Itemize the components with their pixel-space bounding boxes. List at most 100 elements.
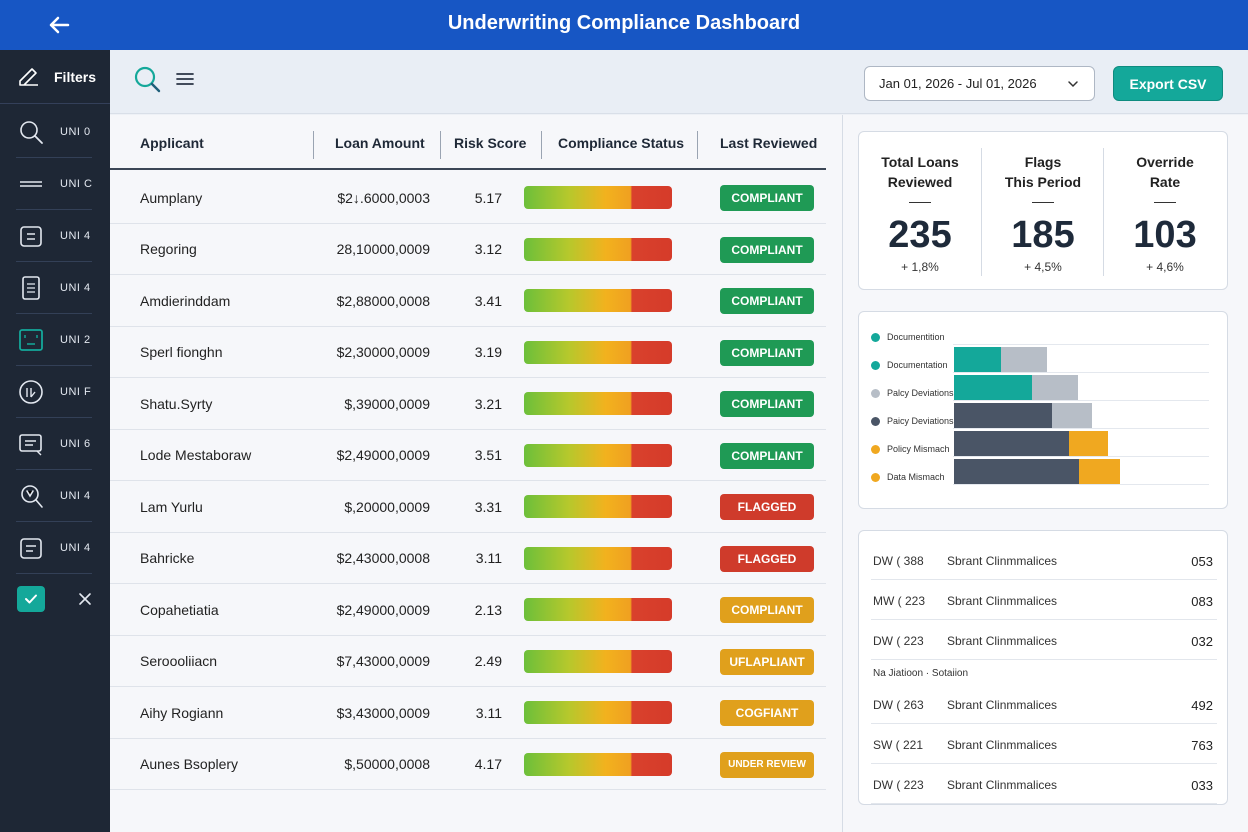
- legend-item: Documentition: [871, 330, 945, 344]
- list-value: 032: [1191, 634, 1213, 649]
- table-row[interactable]: Lam Yurlu $,20000,0009 3.31 FLAGGED: [110, 481, 826, 533]
- sidebar-item[interactable]: UNI 4: [0, 210, 110, 262]
- applicant-cell: Shatu.Syrty: [140, 395, 213, 412]
- sidebar-item[interactable]: UNI 4: [0, 522, 110, 574]
- status-badge: COMPLIANT: [720, 597, 814, 623]
- sidebar-item[interactable]: UNI F: [0, 366, 110, 418]
- status-badge: FLAGGED: [720, 545, 814, 572]
- sidebar-item[interactable]: UNI 0: [0, 106, 110, 158]
- list-value: 033: [1191, 778, 1213, 793]
- search-document-icon: [17, 482, 45, 510]
- table-row[interactable]: Aunes Bsoplery $,50000,0008 4.17 UNDER REVI…: [110, 739, 826, 790]
- list-description: Sbrant Clinmmalices: [947, 554, 1058, 568]
- column-compliance-status[interactable]: Compliance Status: [558, 134, 685, 151]
- bar-segment: [1069, 431, 1108, 456]
- table-row[interactable]: Seroooliiacn $7,43000,0009 2.49 UFLAPLIANT: [110, 636, 826, 687]
- document-icon: [17, 222, 45, 250]
- sidebar-item[interactable]: UNI C: [0, 158, 110, 210]
- table-header: Applicant Loan Amount Risk Score Complia…: [110, 115, 826, 170]
- list-item[interactable]: DW ( 388 Sbrant Clinmmalices 053: [859, 540, 1229, 580]
- kpi-change: + 4,5%: [1024, 260, 1062, 274]
- loan-amount-cell: $2,43000,0008: [336, 550, 430, 566]
- date-range-select[interactable]: Jan 01, 2026 - Jul 01, 2026: [864, 66, 1095, 101]
- legend-label: Data Mismach: [887, 472, 945, 482]
- legend-label: Paicy Deviations: [887, 416, 954, 426]
- checkbox[interactable]: [17, 586, 45, 612]
- kpi-divider: [1032, 202, 1054, 203]
- gridline: [953, 456, 1209, 457]
- loan-amount-cell: $2,88000,0008: [336, 292, 430, 309]
- kpi-divider: [1154, 202, 1176, 203]
- page-title: Underwriting Compliance Dashboard: [447, 12, 801, 34]
- kpi-flags: Flags This Period 185 + 4,5%: [982, 132, 1104, 291]
- risk-score-cell: 3.31: [474, 498, 502, 515]
- sidebar-filters-label: Filters: [54, 68, 97, 85]
- sidebar-item-label: UNI F: [60, 386, 92, 398]
- risk-score-cell: 5.17: [474, 189, 502, 206]
- list-item[interactable]: DW ( 223 Sbrant Clinmmalices 033: [859, 764, 1229, 804]
- column-risk-score[interactable]: Risk Score: [454, 134, 527, 151]
- search-icon[interactable]: [132, 64, 162, 94]
- bar-segment: [954, 403, 1052, 428]
- loan-amount-cell: $2,49000,0009: [336, 601, 430, 618]
- table-row[interactable]: Shatu.Syrty $,39000,0009 3.21 COMPLIANT: [110, 378, 826, 430]
- menu-icon[interactable]: [174, 68, 196, 90]
- kpi-separator: [981, 148, 982, 276]
- risk-bar: [524, 392, 672, 415]
- loan-amount-cell: $,50000,0008: [344, 756, 430, 772]
- table-row[interactable]: Aihy Rogiann $3,43000,0009 3.11 COGFIANT: [110, 687, 826, 739]
- column-applicant[interactable]: Applicant: [140, 134, 204, 151]
- status-badge: COMPLIANT: [720, 185, 814, 211]
- sidebar-item-label: UNI 4: [60, 490, 91, 502]
- risk-score-cell: 3.11: [475, 704, 502, 721]
- table-row[interactable]: Sperl fionghn $2,30000,0009 3.19 COMPLIANT: [110, 327, 826, 378]
- close-icon[interactable]: [74, 588, 96, 610]
- loan-amount-cell: $,20000,0009: [344, 498, 430, 515]
- column-last-reviewed[interactable]: Last Reviewed: [720, 134, 818, 151]
- risk-bar: [524, 598, 672, 621]
- list-code: DW ( 388: [873, 554, 924, 568]
- sidebar-item[interactable]: UNI 4: [0, 470, 110, 522]
- status-badge: FLAGGED: [720, 494, 814, 520]
- sidebar-item[interactable]: UNI 6: [0, 418, 110, 470]
- risk-score-cell: 3.12: [474, 241, 502, 257]
- risk-bar: [524, 340, 672, 364]
- table-row[interactable]: Regoring 28,10000,0009 3.12 COMPLIANT: [110, 224, 826, 275]
- kpi-label: Total Loans Reviewed: [881, 154, 959, 190]
- status-badge: COMPLIANT: [720, 391, 814, 417]
- legend-item: Palcy Deviations: [871, 386, 954, 400]
- sidebar-item[interactable]: UNI 4: [0, 262, 110, 314]
- sidebar-item-label: UNI 4: [60, 542, 91, 554]
- list-item[interactable]: MW ( 223 Sbrant Clinmmalices 083: [859, 580, 1229, 620]
- top-bar: Underwriting Compliance Dashboard: [0, 0, 1248, 50]
- list-item[interactable]: SW ( 221 Sbrant Clinmmalices 763: [859, 724, 1229, 764]
- table-row[interactable]: Amdierinddam $2,88000,0008 3.41 COMPLIANT: [110, 275, 826, 327]
- list-subheading: Na Jiatioon · Sotaiion: [873, 668, 969, 679]
- legend-item: Data Mismach: [871, 470, 945, 484]
- risk-bar: [524, 186, 672, 209]
- risk-score-cell: 4.17: [474, 756, 502, 772]
- flag-breakdown-card: Documentition Documentation Palcy Deviatio…: [858, 311, 1228, 509]
- risk-bar: [524, 649, 672, 673]
- kpi-override-rate: Override Rate 103 + 4,6%: [1104, 132, 1226, 291]
- list-item[interactable]: DW ( 263 Sbrant Clinmmalices 492: [859, 684, 1229, 724]
- loan-amount-cell: $3,43000,0009: [336, 704, 430, 721]
- table-row[interactable]: Aumplany $2↓.6000,0003 5.17 COMPLIANT: [110, 172, 826, 224]
- gauge-icon: [17, 378, 45, 406]
- table-row[interactable]: Lode Mestaboraw $2,49000,0009 3.51 COMPLIAN…: [110, 430, 826, 481]
- applicant-cell: Aihy Rogiann: [140, 704, 224, 721]
- column-loan-amount[interactable]: Loan Amount: [335, 134, 425, 151]
- table-row[interactable]: Bahricke $2,43000,0008 3.11 FLAGGED: [110, 533, 826, 584]
- column-divider: [697, 131, 698, 159]
- arrow-left-icon[interactable]: [44, 10, 74, 40]
- bar-segment: [954, 459, 1079, 484]
- kpi-change: + 1,8%: [901, 260, 939, 274]
- export-csv-button[interactable]: Export CSV: [1113, 66, 1223, 101]
- list-description: Sbrant Clinmmalices: [947, 594, 1058, 608]
- sidebar-filters[interactable]: Filters: [0, 50, 110, 104]
- table-row[interactable]: Copahetiatia $2,49000,0009 2.13 COMPLIANT: [110, 584, 826, 636]
- list-item[interactable]: DW ( 223 Sbrant Clinmmalices 032: [859, 620, 1229, 660]
- applicant-cell: Bahricke: [140, 550, 195, 566]
- sidebar-item[interactable]: UNI 2: [0, 314, 110, 366]
- risk-score-cell: 3.21: [474, 395, 502, 412]
